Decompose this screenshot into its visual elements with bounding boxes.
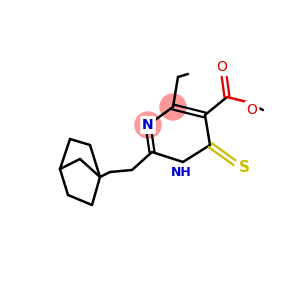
Text: O: O <box>217 60 227 74</box>
Text: N: N <box>142 118 154 132</box>
Circle shape <box>160 94 186 120</box>
Text: NH: NH <box>171 166 191 178</box>
Circle shape <box>135 112 161 138</box>
Text: O: O <box>247 103 257 117</box>
Text: S: S <box>238 160 250 175</box>
